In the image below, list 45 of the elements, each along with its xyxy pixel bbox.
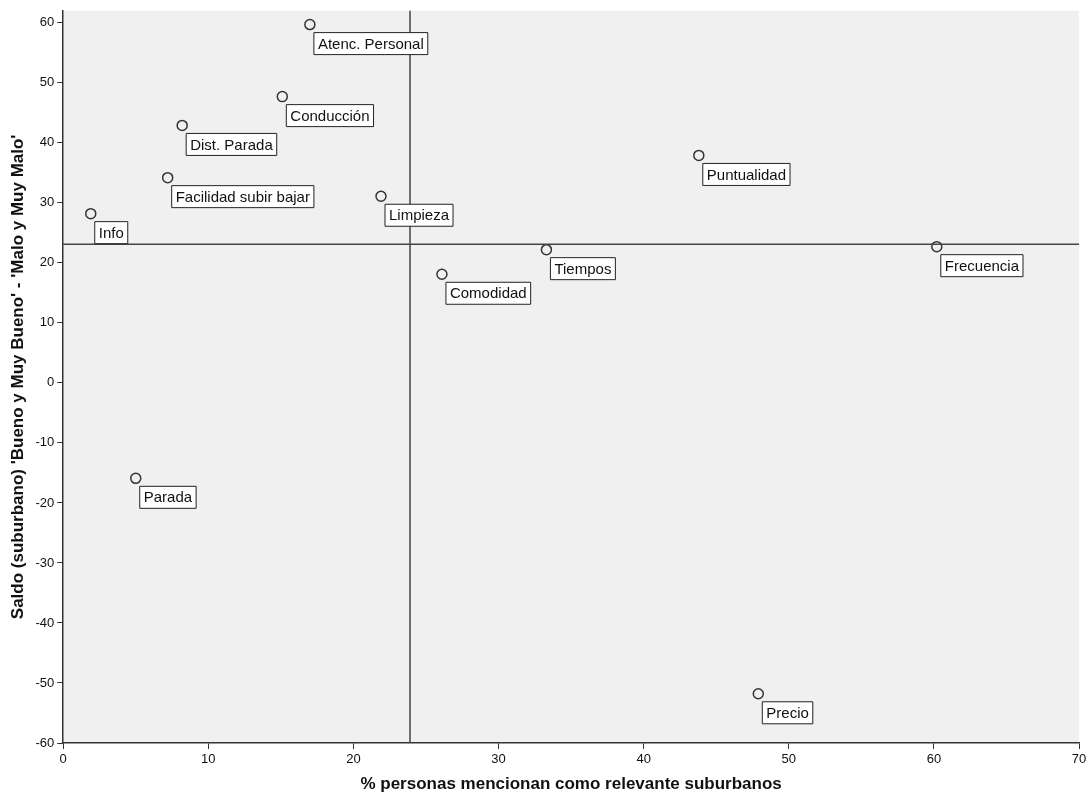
x-tick-label: 70 — [1071, 751, 1087, 767]
y-tick-label: 60 — [39, 14, 55, 30]
annotation: Atenc. Personal — [317, 34, 424, 52]
x-tick-label: 0 — [59, 751, 67, 767]
annotation: Comodidad — [449, 284, 527, 302]
point — [276, 90, 289, 103]
annotation: Parada — [143, 488, 193, 506]
point — [176, 119, 188, 132]
x-axis-title: % personas mencionan como relevante suburbanos — [360, 774, 782, 794]
annotation: Precio — [766, 703, 809, 721]
x-tick-label: 20 — [346, 751, 361, 767]
y-tick-label: 40 — [39, 134, 55, 150]
y-tick-label: -60 — [35, 734, 55, 750]
point — [436, 268, 448, 281]
y-tick-label: -10 — [35, 434, 55, 450]
annotation: Info — [98, 223, 124, 241]
x-tick-label: 30 — [491, 751, 506, 767]
annotation: Dist. Parada — [190, 135, 274, 153]
x-tick-label: 40 — [636, 751, 651, 767]
point — [375, 190, 387, 202]
annotation: Limpieza — [388, 206, 450, 224]
y-tick-label: 0 — [46, 374, 55, 390]
y-tick-label: -30 — [35, 554, 55, 570]
point — [693, 149, 705, 162]
x-tick-label: 10 — [201, 751, 216, 767]
y-axis-title: Saldo (suburbano) 'Bueno y Muy Bueno' - 'Malo y Muy Malo' — [7, 134, 27, 620]
y-tick-label: 10 — [39, 314, 55, 330]
annotation: Conducción — [290, 106, 370, 124]
y-tick-label: 30 — [39, 194, 55, 210]
point — [85, 207, 97, 220]
y-tick-label: 50 — [39, 74, 55, 90]
point — [161, 171, 174, 184]
annotation: Facilidad subir bajar — [175, 187, 310, 205]
point — [752, 688, 765, 700]
y-tick-label: -40 — [35, 614, 55, 630]
y-tick-label: -50 — [35, 674, 55, 690]
x-tick-label: 60 — [926, 751, 942, 767]
point — [304, 18, 316, 31]
y-tick-label: 20 — [39, 254, 55, 270]
annotation: Tiempos — [554, 259, 612, 277]
annotation: Puntualidad — [706, 165, 787, 183]
y-tick-label: -20 — [35, 494, 55, 510]
x-tick-label: 50 — [781, 751, 796, 767]
annotation: Frecuencia — [944, 256, 1020, 274]
point — [130, 472, 142, 485]
